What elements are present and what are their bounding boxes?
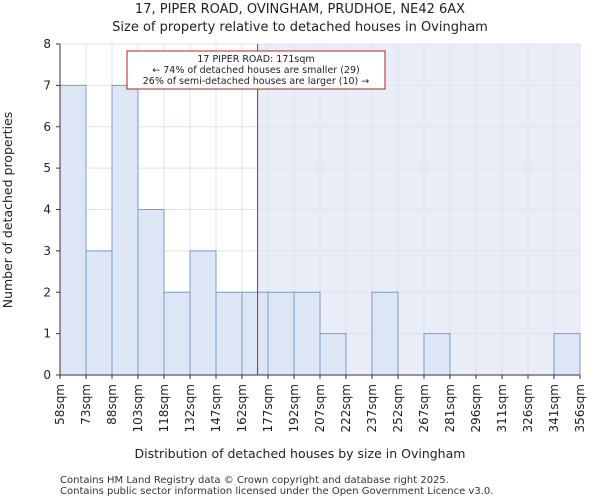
annotation-line-2: ← 74% of detached houses are smaller (29… xyxy=(152,65,359,76)
bar xyxy=(241,291,269,376)
bar xyxy=(59,84,87,376)
x-tick-label: 311sqm xyxy=(495,384,509,432)
x-tick-label: 147sqm xyxy=(209,384,223,432)
x-tick-label: 103sqm xyxy=(131,384,145,432)
y-axis-label: Number of detached properties xyxy=(0,112,15,309)
x-tick-label: 296sqm xyxy=(469,384,483,432)
bar xyxy=(163,291,191,376)
y-tick-label: 6 xyxy=(43,120,51,134)
y-tick-label: 4 xyxy=(43,203,51,217)
y-tick-label: 8 xyxy=(43,37,51,51)
bar xyxy=(293,291,321,376)
y-tick-label: 1 xyxy=(43,327,51,341)
bar xyxy=(267,291,295,376)
bar xyxy=(111,84,139,376)
chart-title-line1: 17, PIPER ROAD, OVINGHAM, PRUDHOE, NE42 … xyxy=(135,2,465,17)
annotation-box xyxy=(126,50,386,90)
x-tick-label: 252sqm xyxy=(391,384,405,432)
bar xyxy=(423,333,451,376)
x-tick-label: 341sqm xyxy=(547,384,561,432)
bar xyxy=(137,209,165,376)
footer-line2: Contains public sector information licen… xyxy=(60,486,493,497)
x-tick-label: 222sqm xyxy=(339,384,353,432)
x-tick-label: 356sqm xyxy=(573,384,587,432)
x-tick-label: 73sqm xyxy=(79,384,93,425)
x-tick-label: 162sqm xyxy=(235,384,249,432)
x-tick-label: 237sqm xyxy=(365,384,379,432)
y-tick-label: 0 xyxy=(43,368,51,382)
bar xyxy=(189,250,217,376)
chart-title-line2: Size of property relative to detached ho… xyxy=(112,20,488,35)
x-axis-label: Distribution of detached houses by size … xyxy=(135,446,466,461)
annotation-line-1: 17 PIPER ROAD: 171sqm xyxy=(197,54,314,65)
y-tick-label: 5 xyxy=(43,161,51,175)
x-tick-label: 267sqm xyxy=(417,384,431,432)
y-tick-label: 3 xyxy=(43,244,51,258)
x-tick-label: 177sqm xyxy=(261,384,275,432)
bar xyxy=(215,291,243,376)
x-tick-label: 58sqm xyxy=(53,384,67,425)
y-tick-label: 2 xyxy=(43,285,51,299)
x-tick-label: 192sqm xyxy=(287,384,301,432)
footer-line1: Contains HM Land Registry data © Crown c… xyxy=(60,475,449,486)
x-tick-label: 326sqm xyxy=(521,384,535,432)
annotation-line-3: 26% of semi-detached houses are larger (… xyxy=(143,76,370,87)
bar xyxy=(371,291,399,376)
y-tick-label: 7 xyxy=(43,78,51,92)
x-tick-label: 132sqm xyxy=(183,384,197,432)
x-tick-label: 281sqm xyxy=(443,384,457,432)
x-tick-label: 207sqm xyxy=(313,384,327,432)
plot-area: 0 1 2 3 4 5 6 7 8 58sqm 73sqm 88sqm 103sqm 118sqm 132s… xyxy=(43,37,587,432)
x-tick-label: 118sqm xyxy=(157,384,171,432)
bar xyxy=(319,333,347,376)
bar xyxy=(553,333,581,376)
bar xyxy=(85,250,113,376)
x-tick-label: 88sqm xyxy=(105,384,119,425)
